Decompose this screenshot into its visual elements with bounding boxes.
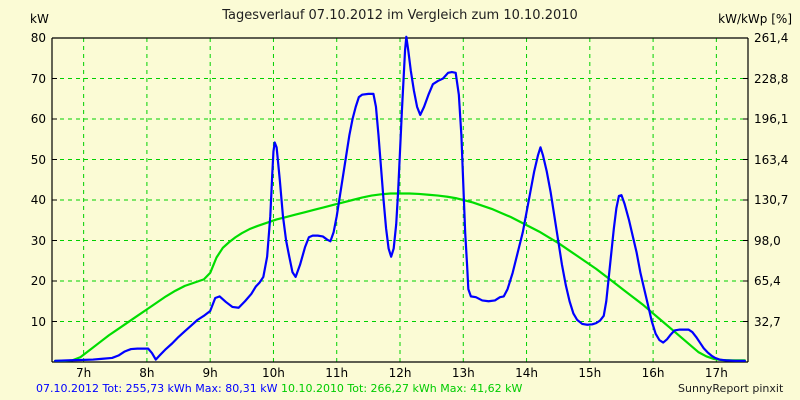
y-axis-left-tick: 60 — [30, 112, 46, 126]
x-axis-tick: 8h — [139, 366, 155, 380]
y-axis-left-tick: 30 — [30, 233, 46, 248]
y-axis-right-tick: 261,4 — [754, 31, 789, 45]
y-axis-left-tick: 10 — [30, 314, 46, 329]
y-axis-left-tick: 70 — [30, 71, 46, 86]
y-axis-right-tick: 65,4 — [754, 274, 781, 288]
x-axis-tick: 10h — [262, 366, 285, 380]
x-axis-tick: 12h — [388, 366, 412, 380]
x-axis-tick: 7h — [76, 366, 92, 380]
chart-title: Tagesverlauf 07.10.2012 im Vergleich zum… — [222, 8, 578, 23]
x-axis-tick: 16h — [641, 366, 665, 380]
y-axis-right-tick: 130,7 — [754, 193, 789, 207]
x-axis-tick: 13h — [451, 366, 475, 380]
x-axis-tick: 11h — [325, 366, 349, 380]
y-axis-right-label: kW/kWp [%] — [718, 12, 792, 26]
x-axis-tick: 14h — [515, 366, 538, 380]
legend-series-blue: 07.10.2012 Tot: 255,73 kWh Max: 80,31 kW — [36, 382, 278, 395]
credit-label: SunnyReport pinxit — [678, 382, 784, 395]
y-axis-right-tick: 98,0 — [754, 233, 781, 248]
y-axis-right-tick: 163,4 — [754, 152, 789, 167]
chart-legend: 07.10.2012 Tot: 255,73 kWh Max: 80,31 kW… — [36, 382, 522, 395]
y-axis-right-tick: 228,8 — [754, 71, 789, 86]
y-axis-left-tick: 80 — [30, 31, 46, 45]
x-axis-tick: 17h — [704, 366, 728, 380]
y-axis-right-tick: 196,1 — [754, 112, 789, 126]
y-axis-left-tick: 40 — [30, 193, 46, 207]
legend-series-green: 10.10.2010 Tot: 266,27 kWh Max: 41,62 kW — [280, 382, 523, 395]
x-axis-tick: 15h — [578, 366, 602, 380]
y-axis-left-tick: 20 — [30, 274, 46, 288]
y-axis-left-label: kW — [30, 12, 49, 26]
x-axis-tick: 9h — [202, 366, 218, 380]
y-axis-left-tick: 50 — [30, 152, 46, 167]
series-line-10-10-2010 — [54, 192, 746, 362]
y-axis-right-tick: 32,7 — [754, 314, 781, 329]
series-line-07-10-2012 — [54, 35, 746, 362]
